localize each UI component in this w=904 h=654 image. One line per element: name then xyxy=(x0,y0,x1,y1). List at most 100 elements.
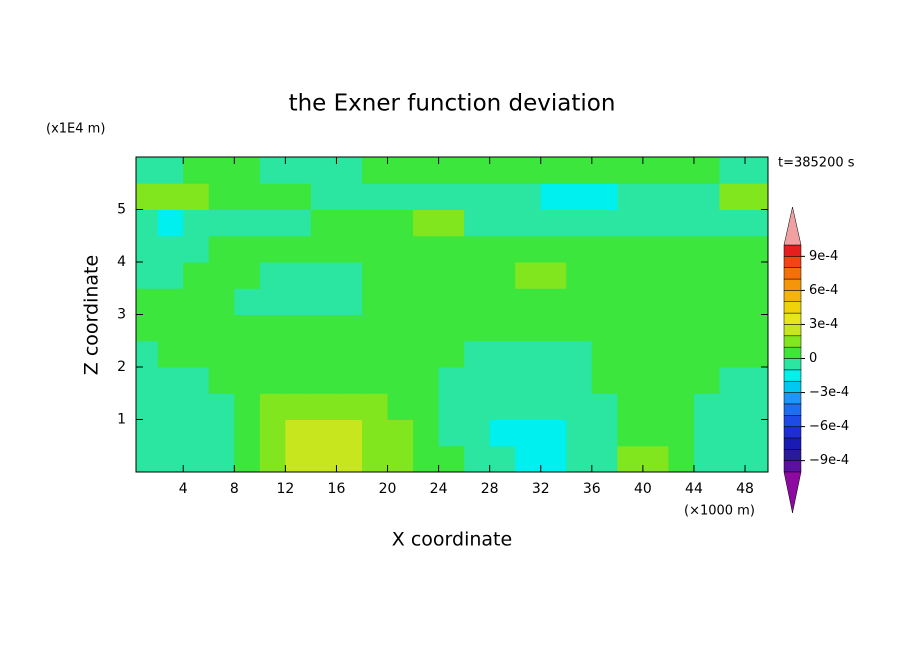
contour-cell xyxy=(719,183,746,210)
contour-cell xyxy=(617,157,644,184)
contour-cell xyxy=(413,314,440,342)
contour-cell xyxy=(540,157,567,184)
contour-cell xyxy=(136,262,159,289)
contour-cell xyxy=(234,314,261,342)
contour-cell xyxy=(693,183,720,210)
contour-cell xyxy=(693,367,720,394)
contour-cell xyxy=(336,157,363,184)
contour-cell xyxy=(566,183,593,210)
contour-cell xyxy=(745,419,768,447)
colorbar-band xyxy=(783,437,802,450)
contour-cell xyxy=(387,183,414,210)
x-tick-label: 40 xyxy=(634,481,652,497)
contour-cell xyxy=(464,288,491,315)
colorbar-tick-label: 6e-4 xyxy=(809,283,838,298)
contour-cell xyxy=(157,367,184,394)
contour-cell xyxy=(208,314,235,342)
contour-cell xyxy=(208,183,235,210)
contour-cell xyxy=(464,445,491,472)
contour-cell xyxy=(642,419,669,447)
contour-cell xyxy=(285,445,312,472)
contour-cell xyxy=(464,393,491,420)
contour-cell xyxy=(259,367,286,394)
contour-cell xyxy=(591,419,618,447)
contour-cell xyxy=(693,262,720,289)
contour-cell xyxy=(285,209,312,237)
contour-cell xyxy=(515,235,542,263)
contour-cell xyxy=(310,183,337,210)
x-tick-label: 8 xyxy=(230,481,239,497)
contour-cell xyxy=(387,393,414,420)
contour-cell xyxy=(668,183,695,210)
contour-cell xyxy=(617,262,644,289)
y-tick-label: 5 xyxy=(117,202,126,218)
contour-cell xyxy=(438,314,465,342)
contour-cell xyxy=(361,183,389,210)
contour-cell xyxy=(136,183,159,210)
contour-cell xyxy=(515,262,542,289)
contour-cell xyxy=(136,314,159,342)
contour-cell xyxy=(310,209,337,237)
contour-cell xyxy=(413,419,440,447)
contour-cell xyxy=(540,288,567,315)
contour-cell xyxy=(668,445,695,472)
contour-cell xyxy=(668,209,695,237)
contour-cell xyxy=(464,183,491,210)
contour-cell xyxy=(464,157,491,184)
contour-cell xyxy=(387,314,414,342)
contour-cell xyxy=(719,235,746,263)
contour-cell xyxy=(540,183,567,210)
contour-cell xyxy=(617,235,644,263)
contour-cell xyxy=(719,209,746,237)
contour-cell xyxy=(617,288,644,315)
contour-cell xyxy=(591,393,618,420)
contour-cell xyxy=(668,393,695,420)
contour-cell xyxy=(413,445,440,472)
contour-cell xyxy=(234,340,261,368)
contour-cell xyxy=(285,288,312,315)
contour-cell xyxy=(489,393,516,420)
contour-cell xyxy=(387,209,414,237)
contour-cell xyxy=(617,314,644,342)
x-tick-label: 20 xyxy=(379,481,397,497)
contour-cell xyxy=(515,288,542,315)
contour-cell xyxy=(413,340,440,368)
contour-cell xyxy=(617,340,644,368)
contour-cell xyxy=(591,262,618,289)
contour-cell xyxy=(668,419,695,447)
contour-cell xyxy=(259,393,286,420)
contour-cell xyxy=(413,183,440,210)
colorbar-band xyxy=(783,415,802,427)
contour-cell xyxy=(413,367,440,394)
contour-cell xyxy=(566,314,593,342)
contour-cell xyxy=(668,262,695,289)
contour-cell xyxy=(183,209,210,237)
contour-cell xyxy=(745,157,768,184)
contour-cell xyxy=(489,262,516,289)
contour-cell xyxy=(591,183,618,210)
contour-cell xyxy=(183,419,210,447)
contour-cell xyxy=(515,393,542,420)
contour-cell xyxy=(234,262,261,289)
colorbar-tick-label: −3e-4 xyxy=(809,385,849,400)
contour-cell xyxy=(336,445,363,472)
contour-cell xyxy=(489,235,516,263)
colorbar-band xyxy=(783,380,802,393)
contour-cell xyxy=(157,262,184,289)
contour-cell xyxy=(285,367,312,394)
colorbar-band xyxy=(783,244,802,257)
contour-cell xyxy=(234,183,261,210)
y-tick-label: 1 xyxy=(117,412,126,428)
contour-cell xyxy=(719,445,746,472)
contour-cell xyxy=(387,445,414,472)
contour-cell xyxy=(464,262,491,289)
contour-cell xyxy=(234,393,261,420)
contour-cell xyxy=(285,340,312,368)
contour-cell xyxy=(438,445,465,472)
contour-cell xyxy=(157,393,184,420)
contour-cell xyxy=(208,419,235,447)
x-tick-label: 32 xyxy=(532,481,550,497)
contour-cell xyxy=(668,157,695,184)
contour-cell xyxy=(642,262,669,289)
contour-cell xyxy=(285,393,312,420)
